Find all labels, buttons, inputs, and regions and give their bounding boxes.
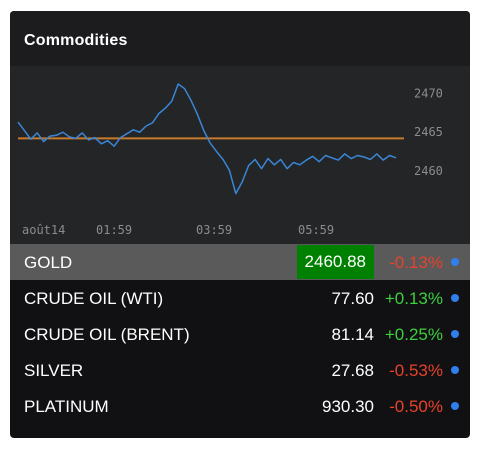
widget-header: Commodities bbox=[10, 11, 470, 66]
commodity-row[interactable]: SILVER 27.68 -0.53% bbox=[10, 352, 470, 388]
commodity-row[interactable]: CRUDE OIL (BRENT) 81.14 +0.25% bbox=[10, 316, 470, 352]
indicator-dot-icon[interactable] bbox=[451, 294, 459, 302]
price-chart-svg: 2470 2465 2460 août14 01:59 03:59 05:59 bbox=[17, 83, 443, 237]
x-tick-label: 01:59 bbox=[96, 223, 132, 237]
indicator-dot-icon[interactable] bbox=[451, 258, 459, 266]
commodity-change: +0.25% bbox=[384, 325, 443, 344]
commodity-name: CRUDE OIL (WTI) bbox=[24, 289, 164, 308]
commodity-price: 81.14 bbox=[331, 325, 374, 344]
commodity-name: SILVER bbox=[24, 361, 84, 380]
commodity-price: 930.30 bbox=[322, 397, 374, 416]
commodity-name: PLATINUM bbox=[24, 397, 109, 416]
commodity-price: 77.60 bbox=[331, 289, 374, 308]
indicator-dot-icon[interactable] bbox=[451, 366, 459, 374]
y-tick-label: 2465 bbox=[414, 125, 443, 139]
price-chart[interactable]: 2470 2465 2460 août14 01:59 03:59 05:59 bbox=[10, 66, 470, 244]
y-tick-label: 2470 bbox=[414, 86, 443, 100]
commodity-price: 2460.88 bbox=[296, 245, 374, 279]
y-tick-label: 2460 bbox=[414, 164, 443, 178]
commodity-row[interactable]: CRUDE OIL (WTI) 77.60 +0.13% bbox=[10, 280, 470, 316]
x-tick-label: 03:59 bbox=[196, 223, 232, 237]
commodity-change: +0.13% bbox=[384, 289, 443, 308]
indicator-dot-icon[interactable] bbox=[451, 402, 459, 410]
commodity-change: -0.53% bbox=[389, 361, 443, 380]
widget-title: Commodities bbox=[24, 32, 128, 49]
commodity-row[interactable]: GOLD 2460.88 -0.13% bbox=[10, 244, 470, 280]
price-series-line bbox=[17, 83, 397, 195]
commodity-name: CRUDE OIL (BRENT) bbox=[24, 325, 190, 344]
commodities-widget: Commodities 2470 2465 2460 août14 01:59 03:59… bbox=[10, 11, 470, 438]
x-tick-label: août14 bbox=[22, 223, 65, 237]
commodity-change: -0.13% bbox=[389, 253, 443, 272]
commodity-row[interactable]: PLATINUM 930.30 -0.50% bbox=[10, 388, 470, 424]
commodity-change: -0.50% bbox=[389, 397, 443, 416]
commodity-list: GOLD 2460.88 -0.13% CRUDE OIL (WTI) 77.60 +0.… bbox=[10, 244, 470, 424]
commodity-price: 27.68 bbox=[331, 361, 374, 380]
indicator-dot-icon[interactable] bbox=[451, 330, 459, 338]
commodity-name: GOLD bbox=[24, 253, 73, 272]
x-tick-label: 05:59 bbox=[298, 223, 334, 237]
